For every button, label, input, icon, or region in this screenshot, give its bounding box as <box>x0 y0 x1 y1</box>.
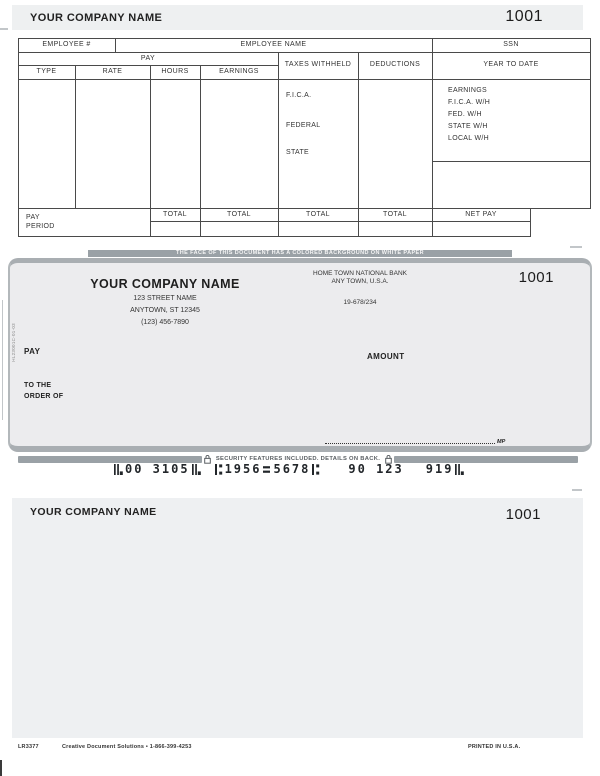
col-header-hours: HOURS <box>161 68 189 75</box>
micr-onus-icon <box>455 463 465 475</box>
micr-routing-part1: 1956 <box>224 462 262 476</box>
security-features-bar: SECURITY FEATURES INCLUDED. DETAILS ON B… <box>18 454 578 464</box>
table-border <box>150 65 151 236</box>
table-border <box>432 161 591 162</box>
signature-line <box>325 443 495 444</box>
check-body: YOUR COMPANY NAME 123 STREET NAME ANYTOW… <box>8 258 592 452</box>
security-bar-right-segment <box>394 455 578 463</box>
pay-period-label: PAY PERIOD <box>26 214 55 230</box>
check-company-name: YOUR COMPANY NAME <box>90 277 240 291</box>
ytd-row-fed-wh: FED. W/H <box>448 111 482 118</box>
table-border <box>18 65 278 66</box>
check-phone: (123) 456-7890 <box>141 319 189 326</box>
table-border <box>530 208 531 236</box>
table-border <box>278 52 279 236</box>
security-bar-text: SECURITY FEATURES INCLUDED. DETAILS ON B… <box>215 456 381 462</box>
col-header-rate: RATE <box>102 68 123 75</box>
amount-label: AMOUNT <box>367 352 405 361</box>
tax-row-state: STATE <box>286 149 310 156</box>
to-the-label: TO THE <box>24 382 52 389</box>
col-header-ssn: SSN <box>503 41 519 48</box>
footer-vendor: Creative Document Solutions • 1-866-399-… <box>62 744 192 750</box>
bottom-stub: YOUR COMPANY NAME 1001 <box>12 498 583 738</box>
col-header-pay: PAY <box>140 55 156 62</box>
table-border <box>18 208 591 209</box>
table-border <box>18 38 19 237</box>
ytd-row-fica-wh: F.I.C.A. W/H <box>448 99 491 106</box>
micr-routing-part2: 5678 <box>273 462 311 476</box>
micr-line: 00 3105 1956 5678 90 123 919 <box>112 461 466 477</box>
table-border <box>18 79 591 80</box>
padlock-icon <box>202 454 213 464</box>
col-header-taxes-withheld: TAXES WITHHELD <box>284 61 352 68</box>
col-header-deductions: DEDUCTIONS <box>369 61 421 68</box>
bottom-company-name: YOUR COMPANY NAME <box>30 506 157 518</box>
col-header-earnings: EARNINGS <box>219 68 259 75</box>
table-border <box>200 65 201 236</box>
total-deductions-label: TOTAL <box>383 211 407 218</box>
crop-mark <box>570 246 582 248</box>
pay-stub-table: EMPLOYEE # EMPLOYEE NAME SSN PAY TAXES W… <box>18 38 591 237</box>
total-hours-label: TOTAL <box>163 211 187 218</box>
padlock-icon <box>383 454 394 464</box>
bank-name: HOME TOWN NATIONAL BANK <box>312 270 408 277</box>
table-border <box>75 65 76 208</box>
signature-initials: MP <box>497 439 506 445</box>
banner-text: THE FACE OF THIS DOCUMENT HAS A COLORED … <box>176 250 424 256</box>
check-number: 1001 <box>518 269 554 286</box>
ytd-row-state-wh: STATE W/H <box>448 123 488 130</box>
pay-label: PAY <box>24 347 41 356</box>
form-code-vertical: HL23001C-01-03 <box>11 323 16 362</box>
perforation-mark <box>2 300 3 420</box>
top-band: YOUR COMPANY NAME 1001 <box>12 5 583 30</box>
table-border <box>18 38 591 39</box>
check-address-line2: ANYTOWN, ST 12345 <box>130 307 200 314</box>
col-header-type: TYPE <box>36 68 57 75</box>
micr-onus-icon <box>114 463 123 475</box>
tax-row-fica: F.I.C.A. <box>286 92 312 99</box>
col-header-employee-number: EMPLOYEE # <box>42 41 91 48</box>
table-border <box>18 236 531 237</box>
bank-city: ANY TOWN, U.S.A. <box>331 278 389 285</box>
micr-transit-icon <box>312 463 320 475</box>
total-earnings-label: TOTAL <box>227 211 251 218</box>
col-header-employee-name: EMPLOYEE NAME <box>240 41 307 48</box>
top-check-number: 1001 <box>505 8 543 25</box>
footer-printed-in-usa: PRINTED IN U.S.A. <box>468 744 521 750</box>
table-border <box>18 52 591 53</box>
check-address-line1: 123 STREET NAME <box>133 295 197 302</box>
col-header-year-to-date: YEAR TO DATE <box>483 61 539 68</box>
security-bar-left-segment <box>18 455 202 463</box>
bottom-check-number: 1001 <box>505 506 541 523</box>
order-of-label: ORDER OF <box>24 393 64 400</box>
ytd-row-local-wh: LOCAL W/H <box>448 135 489 142</box>
bank-fraction: 19-678/234 <box>343 299 377 306</box>
micr-onus-icon <box>191 463 201 475</box>
colored-background-banner: THE FACE OF THIS DOCUMENT HAS A COLORED … <box>88 250 512 257</box>
micr-account-part2: 919 <box>425 462 454 476</box>
table-border <box>115 38 116 52</box>
table-border <box>150 221 531 222</box>
micr-account-part1: 90 123 <box>348 462 404 476</box>
micr-transit-icon <box>214 463 223 475</box>
total-taxes-label: TOTAL <box>306 211 330 218</box>
net-pay-label: NET PAY <box>465 211 497 218</box>
tax-row-federal: FEDERAL <box>286 122 321 129</box>
ytd-row-earnings: EARNINGS <box>448 87 487 94</box>
table-border <box>432 38 433 236</box>
table-border <box>590 38 591 208</box>
crop-mark <box>0 28 8 30</box>
crop-mark <box>0 760 2 776</box>
micr-amount-icon <box>263 464 271 475</box>
top-company-name: YOUR COMPANY NAME <box>30 12 163 24</box>
table-border <box>358 52 359 236</box>
micr-check-number: 00 3105 <box>125 462 190 476</box>
crop-mark <box>572 489 582 491</box>
footer-form-number: LR3377 <box>18 744 39 750</box>
